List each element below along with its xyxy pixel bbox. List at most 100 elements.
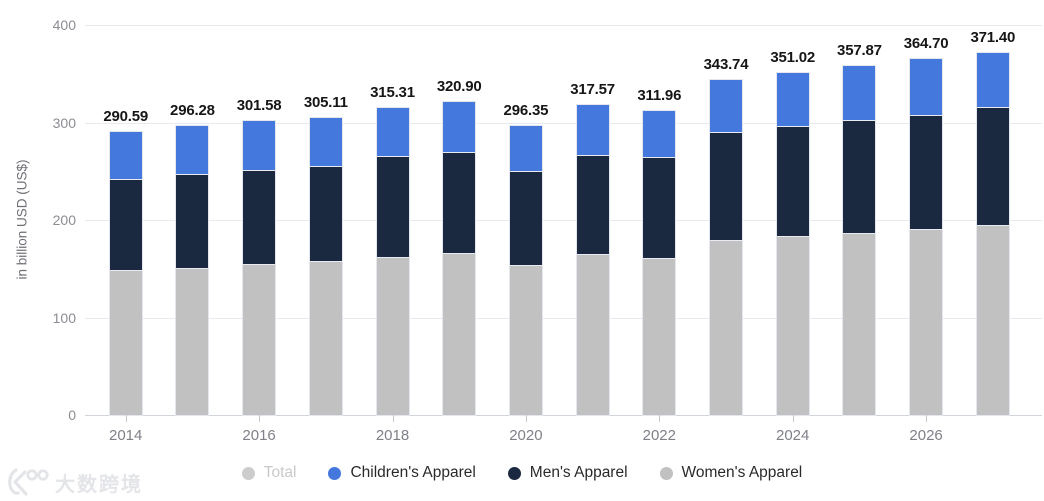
bar-total-label-2024: 351.02 bbox=[770, 48, 816, 66]
bar-2023[interactable] bbox=[709, 78, 743, 417]
y-tick-label-0: 0 bbox=[68, 407, 76, 423]
y-tick-label-300: 300 bbox=[52, 114, 76, 131]
bar-segment-women-s-apparel[interactable] bbox=[376, 256, 409, 415]
bar-segment-men-s-apparel[interactable] bbox=[910, 115, 943, 229]
bar-total-label-2019: 320.90 bbox=[436, 78, 482, 96]
x-tick-2024 bbox=[792, 415, 794, 422]
bar-2021[interactable] bbox=[575, 104, 610, 416]
legend-label: Total bbox=[263, 464, 297, 481]
y-tick-label-200: 200 bbox=[52, 212, 76, 228]
legend-item-men-s-apparel[interactable]: Men's Apparel bbox=[507, 464, 628, 482]
bar-segment-children-s-apparel[interactable] bbox=[443, 102, 476, 152]
y-tick-label-400: 400 bbox=[52, 17, 76, 33]
bar-segment-children-s-apparel[interactable] bbox=[176, 126, 209, 175]
bar-segment-women-s-apparel[interactable] bbox=[309, 261, 342, 415]
x-tick-2016 bbox=[259, 415, 261, 422]
bar-total-label-2022: 311.96 bbox=[637, 86, 682, 104]
bar-total-label-2017: 305.11 bbox=[303, 93, 348, 111]
legend-label: Children's Apparel bbox=[350, 464, 476, 481]
bar-2022[interactable] bbox=[642, 109, 677, 417]
bar-segment-children-s-apparel[interactable] bbox=[243, 120, 276, 171]
x-tick-label-2026: 2026 bbox=[909, 427, 943, 444]
bar-segment-children-s-apparel[interactable] bbox=[776, 72, 809, 126]
bar-2020[interactable] bbox=[508, 125, 543, 416]
bar-2018[interactable] bbox=[375, 106, 410, 417]
x-tick-label-2024: 2024 bbox=[776, 427, 810, 444]
bar-total-label-2026: 364.70 bbox=[903, 35, 949, 53]
bar-segment-children-s-apparel[interactable] bbox=[843, 66, 876, 121]
bar-2024[interactable] bbox=[775, 71, 810, 417]
legend-marker-icon bbox=[659, 466, 673, 480]
bar-segment-women-s-apparel[interactable] bbox=[576, 253, 609, 415]
bar-total-label-2016: 301.58 bbox=[236, 96, 282, 114]
bar-2026[interactable] bbox=[909, 58, 944, 416]
bar-segment-children-s-apparel[interactable] bbox=[976, 52, 1009, 108]
x-tick-2020 bbox=[525, 415, 527, 422]
bar-total-label-2015: 296.28 bbox=[170, 102, 215, 120]
bar-segment-women-s-apparel[interactable] bbox=[509, 265, 542, 415]
bar-segment-women-s-apparel[interactable] bbox=[243, 263, 276, 415]
x-tick-label-2014: 2014 bbox=[109, 427, 143, 444]
bar-segment-women-s-apparel[interactable] bbox=[109, 270, 142, 415]
gridline-0 bbox=[85, 415, 1042, 416]
bar-segment-children-s-apparel[interactable] bbox=[376, 107, 409, 157]
bar-2019[interactable] bbox=[442, 101, 477, 416]
x-tick-label-2016: 2016 bbox=[242, 427, 276, 444]
bar-2027[interactable] bbox=[975, 51, 1010, 417]
legend-item-women-s-apparel[interactable]: Women's Apparel bbox=[659, 464, 802, 482]
bar-segment-women-s-apparel[interactable] bbox=[710, 240, 742, 415]
bar-segment-children-s-apparel[interactable] bbox=[309, 117, 342, 166]
legend: Total Children's Apparel Men's Apparel Wome… bbox=[0, 464, 1044, 482]
gridline-100 bbox=[85, 317, 1042, 319]
bar-segment-men-s-apparel[interactable] bbox=[643, 157, 676, 258]
bar-2015[interactable] bbox=[175, 125, 210, 416]
bar-segment-men-s-apparel[interactable] bbox=[976, 107, 1009, 226]
bar-segment-men-s-apparel[interactable] bbox=[509, 171, 542, 266]
bar-total-label-2018: 315.31 bbox=[370, 83, 415, 101]
bar-2016[interactable] bbox=[242, 119, 277, 417]
bar-segment-children-s-apparel[interactable] bbox=[643, 110, 676, 158]
bar-segment-men-s-apparel[interactable] bbox=[710, 132, 742, 241]
bar-segment-women-s-apparel[interactable] bbox=[776, 236, 809, 415]
x-tick-label-2022: 2022 bbox=[642, 427, 676, 444]
bar-segment-men-s-apparel[interactable] bbox=[376, 156, 409, 257]
bar-segment-men-s-apparel[interactable] bbox=[309, 165, 342, 262]
bar-segment-women-s-apparel[interactable] bbox=[176, 267, 209, 415]
bar-segment-men-s-apparel[interactable] bbox=[243, 170, 276, 264]
bar-segment-men-s-apparel[interactable] bbox=[843, 120, 876, 234]
bar-segment-men-s-apparel[interactable] bbox=[109, 179, 142, 271]
bar-segment-men-s-apparel[interactable] bbox=[443, 151, 476, 253]
bar-segment-children-s-apparel[interactable] bbox=[509, 126, 542, 172]
legend-item-total[interactable]: Total bbox=[241, 464, 297, 482]
x-tick-2018 bbox=[392, 415, 394, 422]
bar-2017[interactable] bbox=[308, 116, 343, 417]
bar-total-label-2020: 296.35 bbox=[503, 102, 549, 120]
bar-segment-women-s-apparel[interactable] bbox=[976, 225, 1009, 415]
bar-segment-women-s-apparel[interactable] bbox=[843, 233, 876, 415]
legend-item-children-s-apparel[interactable]: Children's Apparel bbox=[328, 464, 476, 482]
bar-segment-men-s-apparel[interactable] bbox=[776, 125, 809, 237]
bar-segment-women-s-apparel[interactable] bbox=[643, 257, 676, 415]
bar-segment-women-s-apparel[interactable] bbox=[443, 252, 476, 415]
bar-segment-men-s-apparel[interactable] bbox=[176, 174, 209, 268]
legend-label: Men's Apparel bbox=[529, 464, 628, 481]
bar-segment-children-s-apparel[interactable] bbox=[910, 59, 943, 116]
bar-2025[interactable] bbox=[842, 65, 877, 416]
legend-marker-icon bbox=[507, 466, 521, 480]
bar-segment-children-s-apparel[interactable] bbox=[109, 131, 142, 180]
bar-total-label-2014: 290.59 bbox=[103, 107, 149, 125]
bar-2014[interactable] bbox=[108, 130, 143, 417]
x-tick-label-2020: 2020 bbox=[509, 427, 543, 444]
y-axis-title: in billion USD (US$) bbox=[14, 159, 30, 280]
bar-segment-women-s-apparel[interactable] bbox=[910, 228, 943, 415]
bar-segment-children-s-apparel[interactable] bbox=[576, 105, 609, 155]
legend-marker-icon bbox=[328, 466, 342, 480]
x-tick-2022 bbox=[659, 415, 661, 422]
bar-segment-men-s-apparel[interactable] bbox=[576, 154, 609, 254]
bar-total-label-2021: 317.57 bbox=[570, 81, 615, 99]
x-tick-2014 bbox=[125, 415, 127, 422]
bar-segment-children-s-apparel[interactable] bbox=[710, 79, 742, 133]
plot-area: 290.59 2014 296.28 301.58 2016 305.11 315.31 20… bbox=[85, 25, 1042, 444]
gridline-300 bbox=[85, 122, 1042, 124]
